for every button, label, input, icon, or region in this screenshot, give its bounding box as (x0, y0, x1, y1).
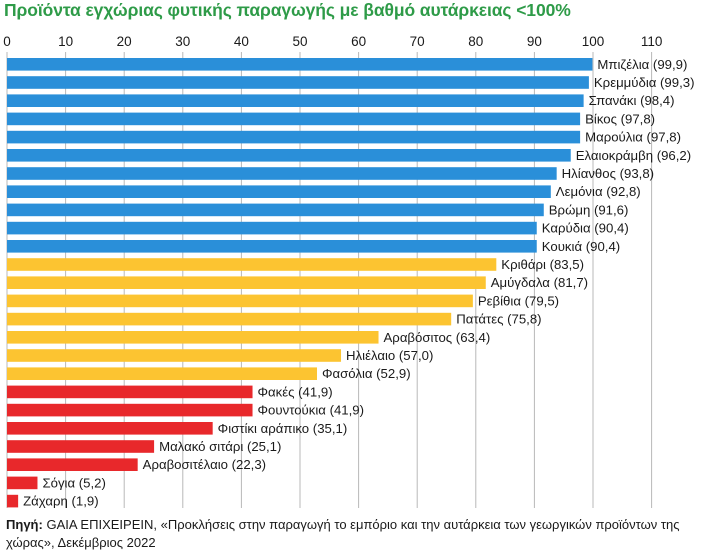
bar-label-12: Κριθάρι (83,5) (501, 257, 584, 272)
x-tick-label-80: 80 (468, 34, 483, 49)
bar-label-10: Καρύδια (90,4) (542, 221, 629, 236)
bar-label-15: Πατάτες (75,8) (456, 312, 541, 327)
x-tick-label-90: 90 (527, 34, 542, 49)
x-tick-label-30: 30 (175, 34, 190, 49)
bar-22 (7, 440, 155, 453)
bar-19 (7, 385, 253, 399)
bar-label-23: Αραβοσιτέλαιο (22,3) (143, 457, 266, 472)
x-tick-label-40: 40 (234, 34, 249, 49)
bar-1 (7, 58, 593, 71)
x-tick-label-10: 10 (58, 34, 73, 49)
bar-label-14: Ρεβίθια (79,5) (478, 293, 559, 308)
bar-2 (7, 76, 589, 89)
bar-label-13: Αμύγδαλα (81,7) (491, 275, 588, 290)
bar-23 (7, 458, 138, 471)
bar-label-19: Φακές (41,9) (258, 384, 333, 399)
x-tick-label-20: 20 (117, 34, 132, 49)
bar-5 (7, 130, 581, 144)
bar-label-8: Λεμόνια (92,8) (556, 184, 641, 199)
bar-label-2: Κρεμμύδια (99,3) (594, 75, 695, 90)
source-text: GAIA ΕΠΙΧΕΙΡΕΙΝ, «Προκλήσεις στην παραγω… (6, 517, 680, 550)
bar-label-25: Ζάχαρη (1,9) (23, 494, 99, 509)
bar-25 (7, 494, 19, 508)
bar-20 (7, 403, 253, 417)
bar-21 (7, 422, 213, 435)
bar-14 (7, 294, 473, 308)
x-tick-label-50: 50 (292, 34, 307, 49)
bar-label-20: Φουντούκια (41,9) (258, 403, 365, 418)
bar-label-5: Μαρούλια (97,8) (585, 130, 681, 145)
bar-6 (7, 149, 571, 162)
bar-label-18: Φασόλια (52,9) (322, 366, 411, 381)
bar-label-9: Βρώμη (91,6) (549, 202, 629, 217)
bar-24 (7, 476, 38, 490)
bar-label-3: Σπανάκι (98,4) (589, 93, 675, 108)
chart-title: Προϊόντα εγχώριας φυτικής παραγωγής με β… (4, 0, 571, 20)
bar-label-16: Αραβόσιτος (63,4) (384, 330, 491, 345)
bar-label-1: Μπιζέλια (99,9) (597, 57, 687, 72)
x-tick-label-60: 60 (351, 34, 366, 49)
source-note: Πηγή: GAIA ΕΠΙΧΕΙΡΕΙΝ, «Προκλήσεις στην … (6, 516, 718, 552)
bar-13 (7, 276, 486, 289)
bar-18 (7, 367, 317, 380)
bar-9 (7, 203, 544, 217)
bar-label-4: Βίκος (97,8) (585, 111, 655, 126)
bar-label-22: Μαλακό σιτάρι (25,1) (159, 439, 281, 454)
bar-4 (7, 112, 581, 126)
x-tick-label-100: 100 (582, 34, 605, 49)
x-tick-label-110: 110 (641, 34, 663, 49)
bar-15 (7, 312, 452, 326)
bar-10 (7, 221, 537, 235)
source-label: Πηγή: (6, 517, 43, 532)
bar-12 (7, 258, 497, 271)
bar-3 (7, 94, 584, 107)
x-tick-label-0: 0 (3, 34, 11, 49)
bar-16 (7, 331, 379, 344)
bar-chart: 0 10 20 30 40 50 60 70 80 90 100 110 Μπιζέλια (99,9)… (3, 34, 695, 509)
bar-label-7: Ηλίανθος (93,8) (562, 166, 654, 181)
bar-11 (7, 240, 537, 253)
bar-7 (7, 167, 557, 180)
bar-label-24: Σόγια (5,2) (42, 475, 105, 490)
bar-label-6: Ελαιοκράμβη (96,2) (576, 148, 691, 163)
bar-label-11: Κουκιά (90,4) (542, 239, 620, 254)
bar-label-21: Φιστίκι αράπικο (35,1) (218, 421, 348, 436)
bar-17 (7, 349, 342, 362)
bar-8 (7, 185, 551, 198)
x-tick-label-70: 70 (410, 34, 425, 49)
bar-label-17: Ηλιέλαιο (57,0) (346, 348, 433, 363)
